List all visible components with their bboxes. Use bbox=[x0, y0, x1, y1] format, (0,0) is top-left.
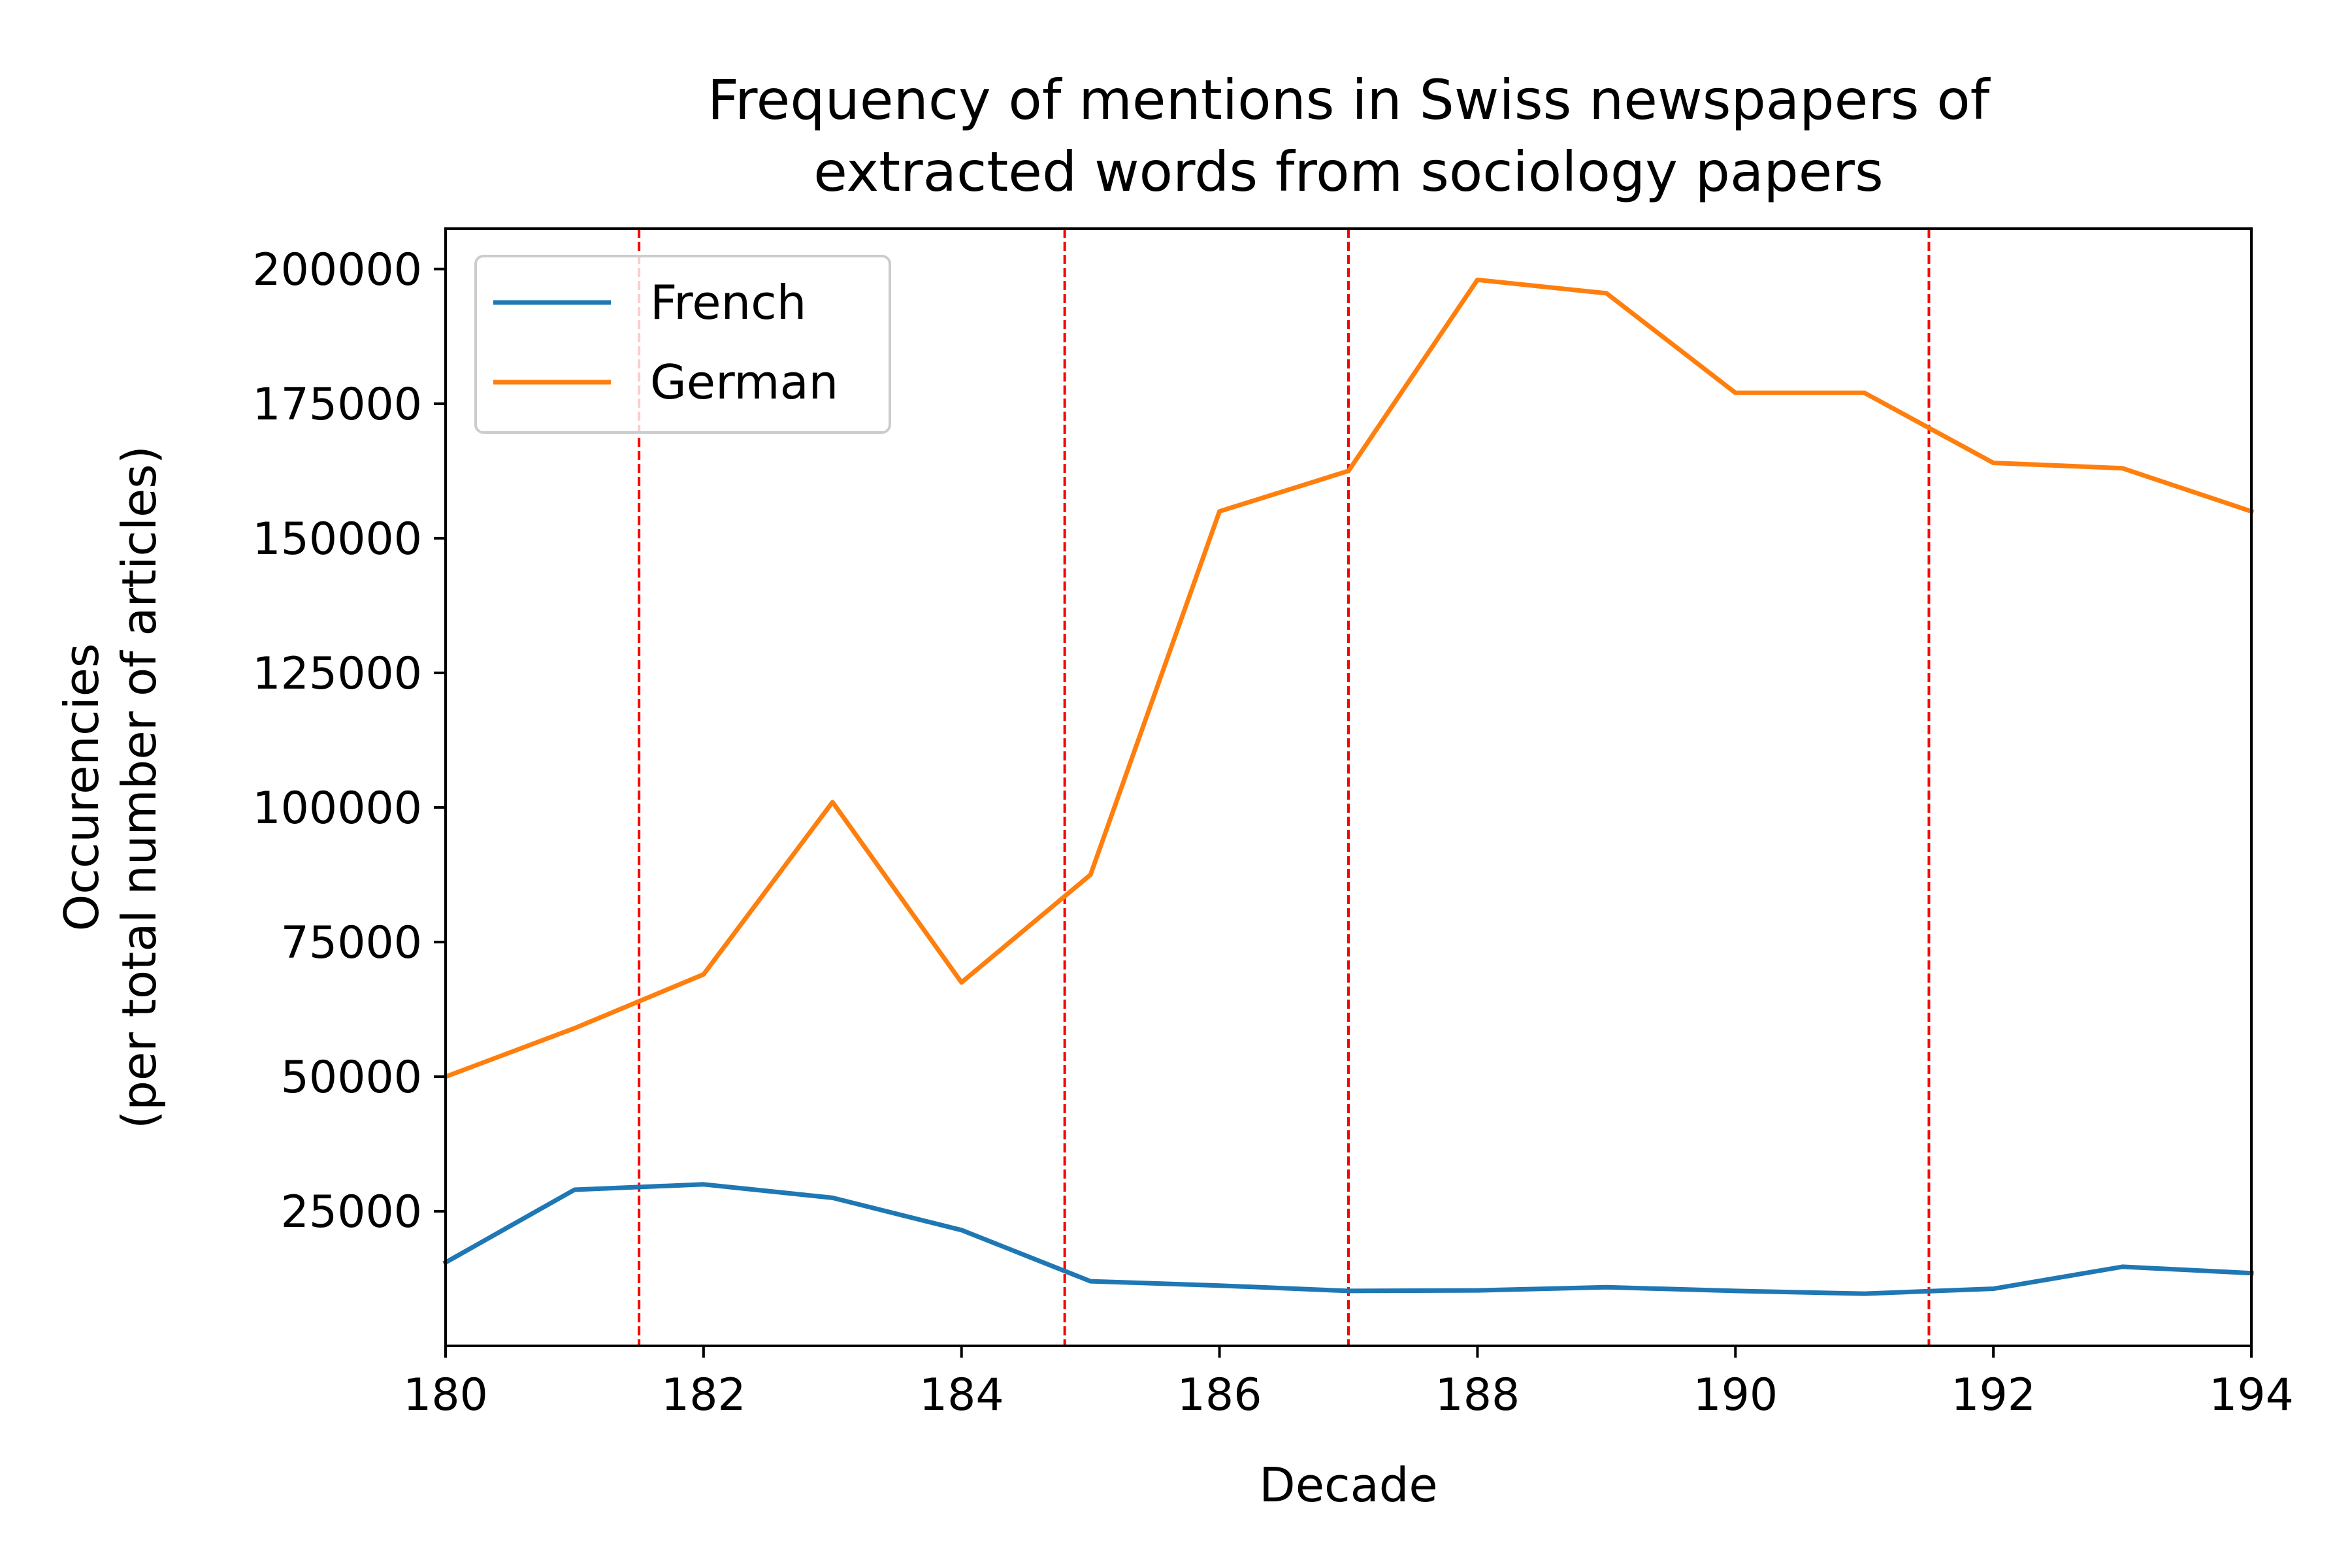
legend-label-french: French bbox=[650, 275, 806, 330]
y-tick-label: 150000 bbox=[252, 514, 422, 565]
x-axis-ticks: 180 182 184 186 188 190 192 194 bbox=[403, 1346, 2294, 1421]
chart-title-line-1: Frequency of mentions in Swiss newspaper… bbox=[708, 68, 1991, 132]
series-line-german bbox=[442, 277, 2255, 1080]
x-tick-label: 192 bbox=[1951, 1369, 2036, 1421]
x-tick-label: 188 bbox=[1435, 1369, 1520, 1421]
legend: French German bbox=[474, 255, 891, 434]
chart-title: Frequency of mentions in Swiss newspaper… bbox=[708, 68, 1991, 204]
y-axis-ticks: 25000 50000 75000 100000 125000 150000 175000 2… bbox=[252, 244, 446, 1238]
x-tick-label: 190 bbox=[1693, 1369, 1778, 1421]
x-tick-label: 184 bbox=[919, 1369, 1004, 1421]
x-tick-label: 180 bbox=[403, 1369, 488, 1421]
y-tick-label: 200000 bbox=[252, 244, 422, 296]
y-tick-label: 125000 bbox=[252, 648, 422, 700]
y-axis-label-line-2: (per total number of articles) bbox=[112, 446, 167, 1129]
y-tick-label: 75000 bbox=[281, 917, 422, 969]
y-tick-label: 175000 bbox=[252, 379, 422, 431]
y-tick-label: 25000 bbox=[281, 1186, 422, 1238]
x-tick-label: 186 bbox=[1177, 1369, 1262, 1421]
y-axis-label: Occurencies (per total number of article… bbox=[54, 446, 167, 1129]
series-lines bbox=[442, 277, 2255, 1296]
y-axis-label-line-1: Occurencies bbox=[54, 644, 109, 932]
series-line-french bbox=[442, 1182, 2254, 1296]
chart-title-line-2: extracted words from sociology papers bbox=[813, 140, 1883, 204]
y-tick-label: 100000 bbox=[252, 783, 422, 834]
y-tick-label: 50000 bbox=[281, 1052, 422, 1103]
legend-label-german: German bbox=[650, 355, 838, 410]
x-axis-label: Decade bbox=[1259, 1458, 1437, 1512]
plot-frame bbox=[444, 227, 2253, 1347]
x-tick-label: 182 bbox=[661, 1369, 746, 1421]
x-tick-label: 194 bbox=[2209, 1369, 2294, 1421]
